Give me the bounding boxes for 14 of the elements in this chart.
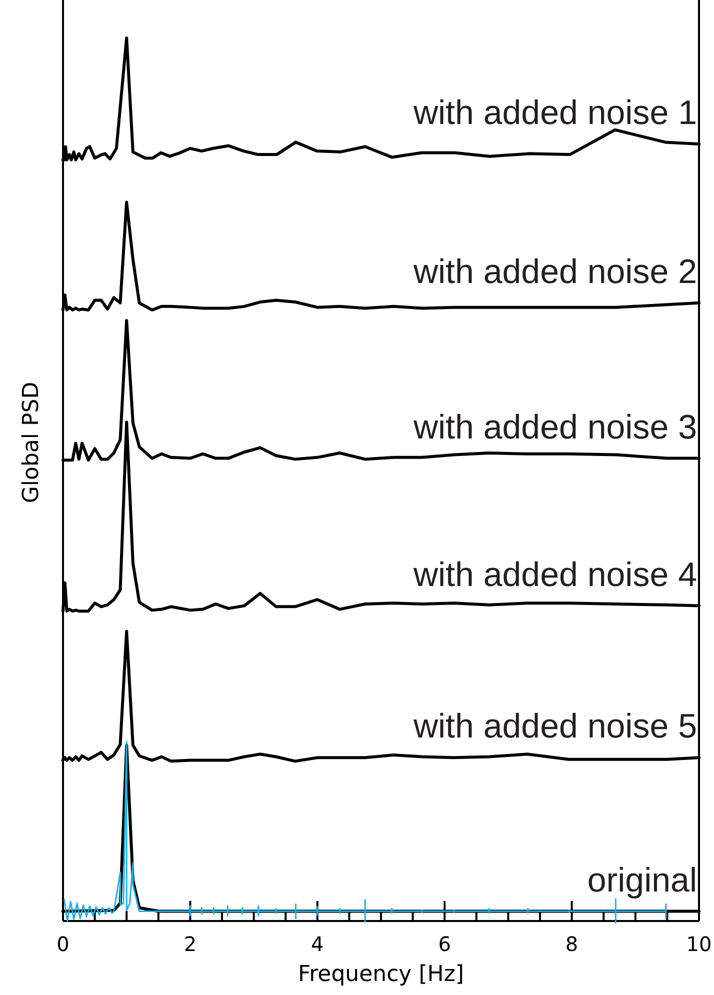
series-label: original	[587, 861, 697, 900]
series-label: with added noise 4	[412, 556, 697, 594]
x-axis-title: Frequency [Hz]	[298, 962, 464, 987]
series-label: with added noise 3	[412, 408, 697, 446]
series-label: with added noise 5	[412, 708, 697, 746]
x-tick-label: 0	[56, 932, 70, 956]
x-tick-label: 2	[184, 932, 197, 956]
x-tick-label: 6	[438, 932, 451, 956]
x-tick-label: 4	[311, 932, 324, 956]
x-tick-label: 10	[686, 932, 712, 956]
series-label: with added noise 1	[412, 94, 697, 132]
x-tick-label: 8	[565, 932, 578, 956]
series-label: with added noise 2	[412, 252, 697, 291]
y-axis-title: Global PSD	[19, 382, 44, 504]
